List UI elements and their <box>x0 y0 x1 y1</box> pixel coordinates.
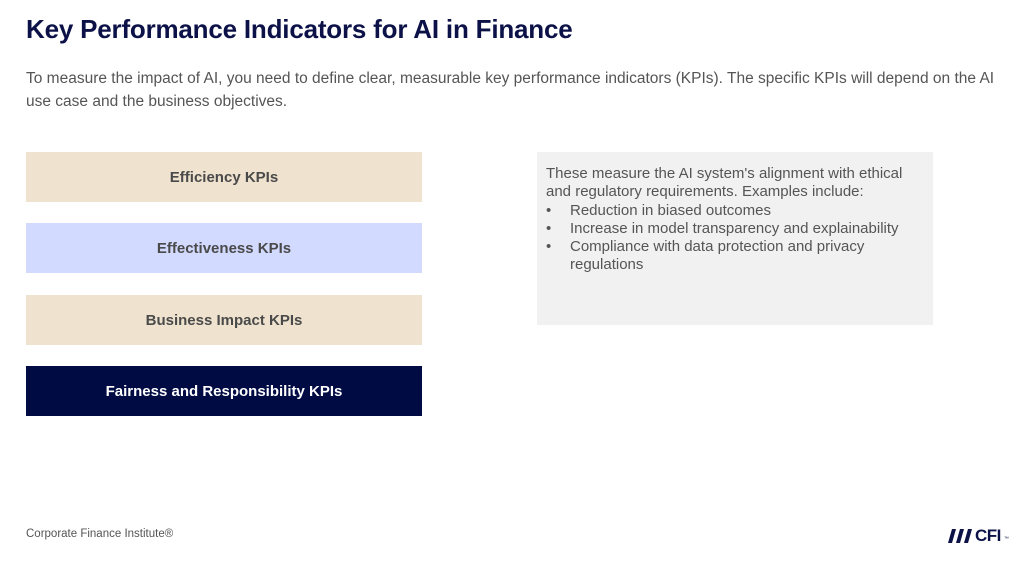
bullet-icon: • <box>546 238 552 256</box>
kpi-detail-panel: These measure the AI system's alignment … <box>537 152 933 325</box>
list-item-text: Increase in model transparency and expla… <box>570 219 899 237</box>
footer-text: Corporate Finance Institute® <box>26 528 174 540</box>
detail-intro: These measure the AI system's alignment … <box>546 165 903 201</box>
intro-paragraph: To measure the impact of AI, you need to… <box>26 70 995 110</box>
cfi-stripes-icon <box>948 529 972 543</box>
trademark-mark: ™ <box>1003 536 1009 542</box>
list-item: • Reduction in biased outcomes <box>546 202 924 220</box>
list-item-text: Reduction in biased outcomes <box>570 201 771 219</box>
list-item: • Increase in model transparency and exp… <box>546 220 924 238</box>
efficiency-kpis-button[interactable]: Efficiency KPIs <box>26 152 422 202</box>
cfi-logo: CFI ™ <box>948 526 1009 545</box>
page-title: Key Performance Indicators for AI in Fin… <box>26 14 573 44</box>
effectiveness-kpis-label: Effectiveness KPIs <box>156 239 292 257</box>
bullet-icon: • <box>546 201 552 219</box>
list-item-text: Compliance with data protection and priv… <box>570 238 865 274</box>
bullet-icon: • <box>546 219 552 237</box>
detail-list: • Reduction in biased outcomes • Increas… <box>546 202 924 275</box>
business-impact-kpis-label: Business Impact KPIs <box>145 311 303 329</box>
efficiency-kpis-label: Efficiency KPIs <box>169 168 279 186</box>
list-item: • Compliance with data protection and pr… <box>546 238 924 275</box>
effectiveness-kpis-button[interactable]: Effectiveness KPIs <box>26 223 422 273</box>
business-impact-kpis-button[interactable]: Business Impact KPIs <box>26 295 422 345</box>
fairness-responsibility-kpis-button[interactable]: Fairness and Responsibility KPIs <box>26 366 422 416</box>
logo-text: CFI <box>975 526 1001 545</box>
fairness-responsibility-kpis-label: Fairness and Responsibility KPIs <box>105 382 343 400</box>
